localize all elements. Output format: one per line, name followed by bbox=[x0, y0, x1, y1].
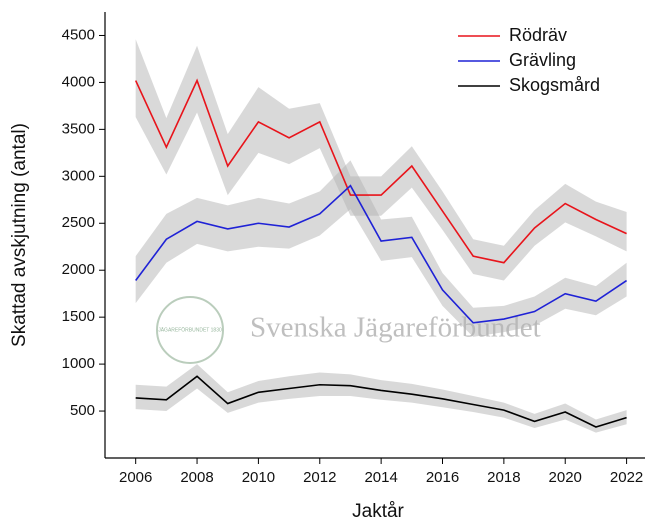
y-tick-label: 3500 bbox=[62, 120, 95, 137]
line bbox=[135, 375, 627, 428]
y-tick-label: 500 bbox=[70, 402, 95, 419]
y-tick-label: 2500 bbox=[62, 214, 95, 231]
x-axis-label: Jaktår bbox=[352, 501, 404, 522]
line bbox=[134, 78, 627, 264]
y-tick-label: 1000 bbox=[62, 355, 95, 372]
line bbox=[135, 184, 628, 324]
legend-label: Skogsmård bbox=[509, 75, 600, 95]
watermark-emblem bbox=[156, 296, 224, 364]
x-tick-label: 2010 bbox=[242, 469, 275, 486]
y-tick-label: 4000 bbox=[62, 73, 95, 90]
x-tick-label: 2020 bbox=[549, 469, 582, 486]
x-tick-label: 2006 bbox=[119, 469, 152, 486]
x-tick-label: 2008 bbox=[180, 469, 213, 486]
x-tick-label: 2018 bbox=[487, 469, 520, 486]
legend-label: Rödräv bbox=[509, 25, 567, 45]
y-axis-label: Skattad avskjutning (antal) bbox=[9, 123, 30, 347]
x-tick-label: 2014 bbox=[364, 469, 397, 486]
x-tick-label: 2012 bbox=[303, 469, 336, 486]
y-tick-label: 1500 bbox=[62, 308, 95, 325]
confidence-band bbox=[135, 364, 627, 433]
y-tick-label: 3000 bbox=[62, 167, 95, 184]
legend-label: Grävling bbox=[509, 50, 576, 70]
watermark-badge: JÄGAREFÖRBUNDET 1830 bbox=[158, 326, 222, 333]
confidence-band bbox=[135, 39, 627, 281]
confidence-band bbox=[135, 160, 627, 337]
y-tick-label: 2000 bbox=[62, 261, 95, 278]
x-tick-label: 2016 bbox=[426, 469, 459, 486]
y-tick-label: 4500 bbox=[62, 26, 95, 43]
x-tick-label: 2022 bbox=[610, 469, 643, 486]
